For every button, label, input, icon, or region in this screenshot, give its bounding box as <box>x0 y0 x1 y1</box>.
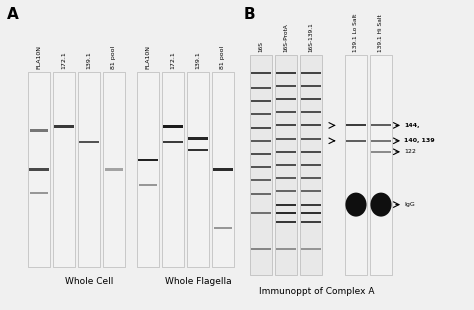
Bar <box>138 158 158 161</box>
Text: 81 pool: 81 pool <box>220 46 226 69</box>
Bar <box>251 140 271 142</box>
Bar <box>29 168 49 171</box>
Bar <box>78 72 100 267</box>
Bar <box>276 177 296 179</box>
Bar <box>301 212 321 215</box>
Bar <box>301 190 321 193</box>
Bar <box>346 140 365 142</box>
Text: FLA10N: FLA10N <box>146 45 151 69</box>
Bar <box>371 124 391 126</box>
Text: 16S: 16S <box>258 41 264 52</box>
Bar <box>276 72 296 73</box>
Ellipse shape <box>346 193 366 217</box>
Text: 140, 139: 140, 139 <box>404 138 435 143</box>
Bar <box>301 138 321 140</box>
Bar <box>79 141 99 144</box>
Bar <box>301 72 321 73</box>
Bar <box>163 141 183 144</box>
Bar <box>300 55 322 275</box>
Bar <box>251 248 271 250</box>
Text: Whole Cell: Whole Cell <box>65 277 113 286</box>
Bar <box>139 184 157 186</box>
Text: Whole Flagella: Whole Flagella <box>164 277 231 286</box>
Bar <box>301 221 321 223</box>
Bar <box>163 125 183 128</box>
Bar <box>276 190 296 193</box>
Bar <box>214 227 232 229</box>
Text: 139.1: 139.1 <box>195 51 201 69</box>
Text: 139.1 Hi Salt: 139.1 Hi Salt <box>379 14 383 52</box>
Bar <box>301 164 321 166</box>
Bar <box>276 164 296 166</box>
Bar <box>276 124 296 126</box>
Bar <box>250 55 272 275</box>
Text: 16S-139.1: 16S-139.1 <box>309 22 313 52</box>
Bar <box>301 85 321 87</box>
Bar <box>251 153 271 155</box>
Bar <box>301 111 321 113</box>
Bar <box>301 124 321 126</box>
Bar <box>276 98 296 100</box>
Bar <box>251 72 271 73</box>
Bar <box>30 192 48 194</box>
Bar <box>276 248 296 250</box>
Text: A: A <box>7 7 19 22</box>
Bar <box>30 129 48 132</box>
Bar <box>301 151 321 153</box>
Bar <box>276 138 296 140</box>
Bar <box>105 168 123 171</box>
Bar <box>276 212 296 215</box>
Bar <box>276 111 296 113</box>
Bar <box>137 72 159 267</box>
Bar <box>162 72 184 267</box>
Text: IgG: IgG <box>404 202 415 207</box>
Bar <box>251 212 271 215</box>
Bar <box>187 72 209 267</box>
Text: FLA10N: FLA10N <box>36 45 42 69</box>
Bar <box>345 55 367 275</box>
Text: Immunoppt of Complex A: Immunoppt of Complex A <box>259 286 375 295</box>
Bar <box>276 85 296 87</box>
Bar <box>213 168 233 171</box>
Bar <box>370 55 392 275</box>
Ellipse shape <box>371 193 392 217</box>
Text: 16S-ProtA: 16S-ProtA <box>283 23 289 52</box>
Text: 172.1: 172.1 <box>171 51 175 69</box>
Bar <box>276 151 296 153</box>
Bar <box>251 126 271 129</box>
Bar <box>276 204 296 206</box>
Bar <box>251 113 271 115</box>
Text: 144,: 144, <box>404 123 419 128</box>
Bar <box>301 248 321 250</box>
Bar <box>53 72 75 267</box>
Bar <box>251 87 271 89</box>
Bar <box>188 137 208 140</box>
Bar <box>212 72 234 267</box>
Text: B: B <box>244 7 255 22</box>
Bar <box>301 204 321 206</box>
Bar <box>103 72 125 267</box>
Bar <box>346 124 365 126</box>
Bar <box>251 193 271 195</box>
Bar <box>301 98 321 100</box>
Text: 172.1: 172.1 <box>62 51 66 69</box>
Bar <box>371 151 391 153</box>
Bar <box>371 140 391 142</box>
Text: 139.1: 139.1 <box>86 51 91 69</box>
Bar <box>55 125 73 128</box>
Bar <box>301 177 321 179</box>
Bar <box>28 72 50 267</box>
Text: 81 pool: 81 pool <box>111 46 117 69</box>
Bar <box>276 221 296 223</box>
Text: 122: 122 <box>404 149 416 154</box>
Bar <box>251 179 271 181</box>
Bar <box>275 55 297 275</box>
Bar <box>251 166 271 168</box>
Text: 139.1 Lo Salt: 139.1 Lo Salt <box>354 14 358 52</box>
Bar <box>251 100 271 102</box>
Bar <box>188 149 208 151</box>
